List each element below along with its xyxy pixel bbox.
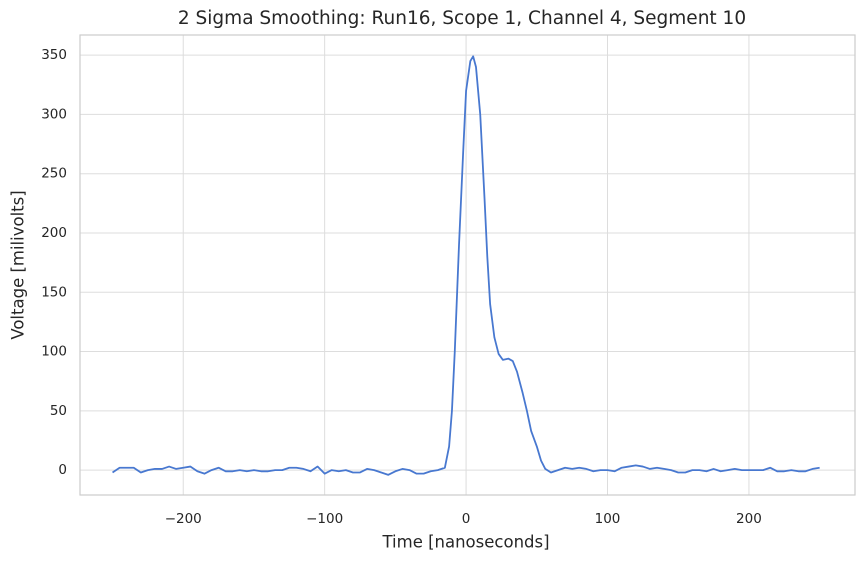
y-tick-label: 350 [41, 47, 67, 63]
x-tick-label: −100 [306, 511, 343, 527]
y-tick-label: 0 [58, 462, 67, 478]
y-tick-label: 200 [41, 225, 67, 241]
x-axis-label: Time [nanoseconds] [381, 533, 549, 552]
x-tick-label: −200 [165, 511, 202, 527]
chart-title: 2 Sigma Smoothing: Run16, Scope 1, Chann… [178, 8, 746, 29]
y-tick-label: 150 [41, 284, 67, 300]
y-tick-label: 100 [41, 344, 67, 360]
x-tick-label: 200 [736, 511, 762, 527]
y-tick-label: 300 [41, 106, 67, 122]
y-tick-label: 250 [41, 166, 67, 182]
plot-frame [79, 34, 856, 496]
y-tick-label: 50 [50, 403, 67, 419]
data-line [112, 55, 820, 476]
x-tick-label: 0 [462, 511, 471, 527]
y-axis-label: Voltage [milivolts] [9, 190, 28, 339]
x-tick-label: 100 [595, 511, 621, 527]
